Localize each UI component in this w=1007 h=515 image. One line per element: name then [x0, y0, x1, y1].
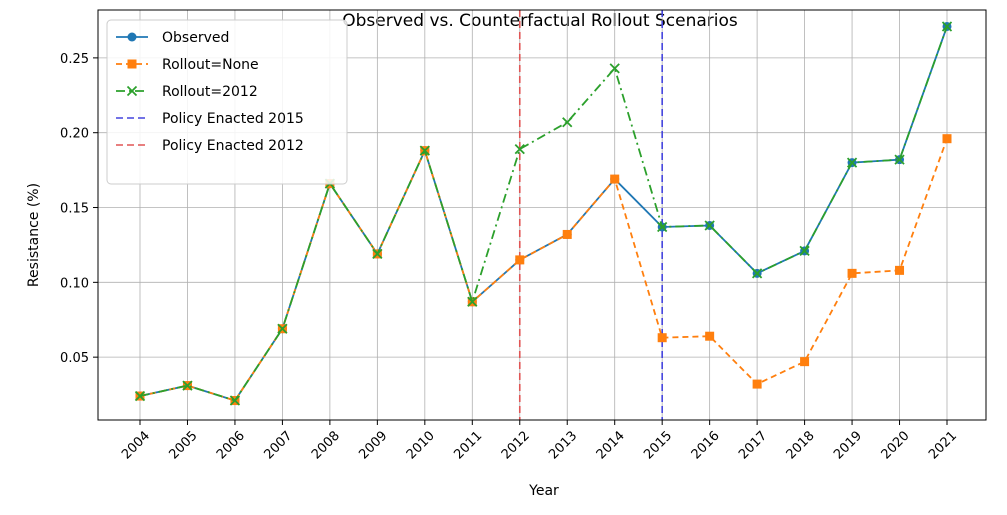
series-1-point — [752, 379, 762, 389]
series-2-point — [562, 117, 573, 128]
series-group — [134, 21, 953, 406]
x-tick-label: 2016 — [689, 428, 723, 462]
x-tick-label: 2017 — [736, 428, 770, 462]
series-2-point — [182, 380, 193, 391]
x-tick-label: 2019 — [831, 428, 865, 462]
y-tick-label: 0.20 — [60, 127, 89, 142]
series-2-point-b — [182, 380, 193, 391]
series-2-point — [846, 157, 858, 168]
chart-title: Observed vs. Counterfactual Rollout Scen… — [342, 11, 738, 31]
legend-box — [106, 19, 348, 185]
series-1-point — [895, 265, 905, 275]
series-1-point — [705, 331, 715, 341]
y-tick-label: 0.25 — [60, 52, 89, 67]
series-2-point-b — [751, 268, 763, 279]
series-2-point-b — [514, 144, 525, 155]
legend-label: Rollout=None — [162, 57, 259, 73]
x-tick-label: 2015 — [641, 428, 675, 462]
y-tick-label: 0.15 — [60, 202, 89, 217]
series-1-point — [610, 174, 620, 184]
series-2-point — [134, 390, 146, 402]
series-2-point — [799, 245, 810, 257]
x-tick-label: 2008 — [309, 428, 343, 462]
x-tick-label: 2007 — [261, 428, 295, 462]
series-1-point — [657, 333, 667, 343]
series-2-point-b — [941, 21, 953, 32]
x-tick-label: 2012 — [499, 428, 533, 462]
series-2-point — [657, 221, 668, 233]
series-2-point-b — [277, 323, 288, 334]
series-2-point-b — [134, 390, 146, 402]
series-1-point — [515, 255, 525, 265]
y-tick-label: 0.10 — [60, 276, 89, 291]
x-tick-label: 2010 — [404, 428, 438, 462]
series-1-point — [800, 357, 810, 367]
series-2-point-b — [229, 395, 241, 406]
series-2-point-b — [467, 296, 478, 307]
x-tick-label: 2018 — [784, 428, 818, 462]
legend-marker — [127, 59, 137, 69]
series-2-point — [229, 395, 241, 406]
legend-entry: Rollout=None — [116, 57, 259, 73]
series-2-point — [514, 144, 525, 155]
legend-marker — [126, 85, 138, 97]
series-2-point-b — [419, 145, 430, 156]
legend-entry: Policy Enacted 2012 — [116, 138, 304, 154]
series-1-point — [847, 268, 857, 278]
series-2-point — [704, 220, 715, 231]
legend-label: Policy Enacted 2015 — [162, 111, 304, 127]
series-1-point — [942, 134, 952, 144]
legend-marker — [127, 32, 137, 42]
series-2-point-b — [372, 248, 383, 260]
series-2-point-b — [894, 154, 905, 165]
plot-frame — [97, 9, 987, 421]
legend: Observed Rollout=None Rollout=2012 Policy E… — [106, 19, 348, 185]
x-tick-label: 2004 — [119, 428, 153, 462]
series-2-point-b — [704, 220, 715, 231]
x-axis-label: Year — [528, 483, 559, 499]
series-line-1 — [139, 138, 948, 402]
x-tick-label: 2021 — [926, 428, 960, 462]
series-2-point-b — [562, 117, 573, 128]
series-2-point — [277, 323, 288, 334]
y-axis: 0.05 0.10 0.15 0.20 0.25 — [60, 52, 98, 366]
x-tick-label: 2009 — [356, 428, 390, 462]
series-2 — [134, 21, 953, 406]
series-2-point-b — [609, 63, 620, 74]
legend-label: Observed — [162, 30, 229, 46]
y-tick-label: 0.05 — [60, 351, 89, 366]
legend-entry: Rollout=2012 — [116, 84, 258, 100]
x-axis: 2004 2005 2006 2007 2008 2009 2010 2011 2012 2013… — [119, 420, 960, 462]
y-axis-label: Resistance (%) — [26, 183, 42, 287]
legend-entry: Observed — [116, 30, 229, 46]
series-2-point — [467, 296, 478, 307]
series-2-point — [894, 154, 905, 165]
x-tick-label: 2005 — [167, 428, 201, 462]
series-2-point-b — [846, 157, 858, 168]
legend-marker-b — [126, 85, 138, 97]
policy-lines — [518, 10, 663, 420]
series-1-point — [562, 229, 572, 239]
legend-label: Rollout=2012 — [162, 84, 258, 100]
legend-entry: Policy Enacted 2015 — [116, 111, 304, 127]
x-tick-label: 2006 — [214, 428, 248, 462]
series-2-point — [941, 21, 953, 32]
series-2-point — [419, 145, 430, 156]
legend-label: Policy Enacted 2012 — [162, 138, 304, 154]
series-2-point — [609, 63, 620, 74]
series-2-point — [751, 268, 763, 279]
series-2-point-b — [799, 245, 810, 257]
x-tick-label: 2014 — [594, 428, 628, 462]
x-tick-label: 2020 — [879, 428, 913, 462]
series-line-2 — [139, 26, 948, 402]
series-2-point-b — [657, 221, 668, 233]
x-tick-label: 2011 — [451, 428, 485, 462]
x-tick-label: 2013 — [546, 428, 580, 462]
series-2-point — [372, 248, 383, 260]
